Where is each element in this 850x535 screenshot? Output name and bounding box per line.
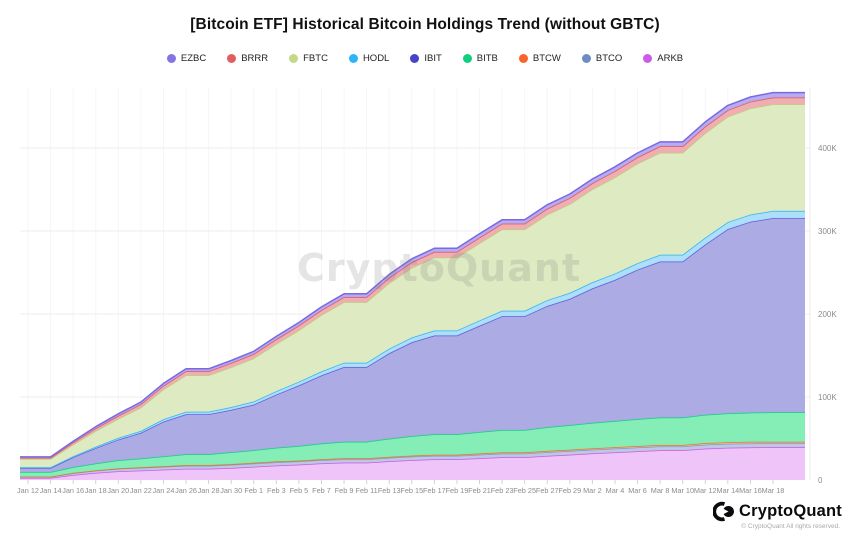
chart-legend: EZBC BRRR FBTC HODL IBIT BITB BTCW BTCO ARKB (0, 53, 850, 64)
x-axis-label: Feb 17 (423, 486, 446, 495)
x-axis-label: Jan 30 (220, 486, 242, 495)
legend-label: FBTC (303, 53, 328, 64)
legend-dot-icon (348, 54, 358, 63)
x-axis-label: Mar 18 (762, 486, 785, 495)
x-axis-label: Jan 18 (85, 486, 107, 495)
legend-label: BTCO (595, 53, 623, 64)
y-axis-label: 200K (818, 310, 837, 319)
legend-item-ibit[interactable]: IBIT (410, 53, 442, 64)
legend-label: BTCW (532, 53, 561, 64)
x-axis-label: Jan 20 (107, 486, 129, 495)
x-axis-label: Feb 29 (558, 486, 581, 495)
brand-name: CryptoQuant (738, 502, 842, 520)
y-axis-label: 300K (818, 227, 837, 236)
x-axis-label: Feb 25 (513, 486, 536, 495)
area-arkb[interactable] (20, 447, 805, 480)
legend-item-fbtc[interactable]: FBTC (289, 53, 328, 64)
x-axis-label: Mar 12 (694, 486, 717, 495)
x-axis-label: Feb 21 (468, 486, 491, 495)
area-fbtc[interactable] (20, 104, 805, 468)
x-axis-label: Feb 7 (312, 486, 331, 495)
x-axis-label: Mar 16 (739, 486, 762, 495)
legend-dot-icon (518, 54, 528, 63)
x-axis-label: Jan 24 (152, 486, 174, 495)
x-axis-label: Feb 19 (446, 486, 469, 495)
legend-item-bitb[interactable]: BITB (462, 53, 498, 64)
x-axis-label: Feb 23 (491, 486, 514, 495)
legend-item-arkb[interactable]: ARKB (643, 53, 683, 64)
area-ibit[interactable] (20, 218, 805, 472)
legend-dot-icon (462, 54, 472, 63)
x-axis-label: Feb 1 (244, 486, 263, 495)
x-axis-label: Mar 14 (716, 486, 739, 495)
area-btco[interactable] (20, 443, 805, 478)
cryptoquant-logo-icon (712, 501, 734, 522)
legend-dot-icon (410, 54, 420, 63)
x-axis-label: Jan 16 (62, 486, 84, 495)
legend-label: EZBC (180, 53, 207, 64)
x-axis-label: Jan 12 (17, 486, 39, 495)
area-bitb[interactable] (20, 412, 805, 477)
legend-dot-icon (227, 54, 237, 63)
y-axis-label: 400K (818, 144, 837, 153)
legend-item-btco[interactable]: BTCO (581, 53, 623, 64)
x-axis-label: Feb 13 (378, 486, 401, 495)
legend-item-btcw[interactable]: BTCW (518, 53, 561, 64)
x-axis-label: Jan 22 (130, 486, 152, 495)
area-hodl[interactable] (20, 210, 805, 468)
y-axis-label: 100K (818, 393, 837, 402)
x-axis-label: Jan 14 (40, 486, 62, 495)
x-axis-label: Feb 9 (335, 486, 354, 495)
x-axis-label: Feb 11 (356, 486, 378, 495)
y-axis-label: 0 (818, 476, 823, 485)
x-axis-label: Feb 3 (267, 486, 286, 495)
footer-branding: CryptoQuant © CryptoQuant All rights res… (712, 501, 842, 530)
copyright-text: © CryptoQuant All rights reserved. (741, 523, 840, 530)
legend-item-hodl[interactable]: HODL (348, 53, 390, 64)
legend-dot-icon (643, 54, 653, 63)
x-axis-label: Mar 8 (651, 486, 670, 495)
x-axis-label: Feb 27 (536, 486, 559, 495)
x-axis-label: Mar 2 (583, 486, 602, 495)
legend-item-brrr[interactable]: BRRR (227, 53, 268, 64)
chart-title: [Bitcoin ETF] Historical Bitcoin Holding… (190, 16, 660, 33)
x-axis-label: Jan 28 (198, 486, 220, 495)
legend-label: HODL (362, 53, 390, 64)
legend-dot-icon (289, 54, 299, 63)
line-ezbc (20, 91, 805, 458)
x-axis-label: Feb 5 (290, 486, 309, 495)
x-axis-label: Mar 4 (606, 486, 625, 495)
x-axis-label: Mar 6 (628, 486, 647, 495)
legend-dot-icon (166, 54, 176, 63)
legend-label: BITB (476, 53, 498, 64)
legend-dot-icon (581, 54, 591, 63)
legend-label: ARKB (657, 53, 684, 64)
legend-label: BRRR (241, 53, 269, 64)
x-axis-label: Mar 10 (671, 486, 694, 495)
legend-item-ezbc[interactable]: EZBC (166, 53, 207, 64)
legend-label: IBIT (424, 53, 442, 64)
x-axis-label: Feb 15 (400, 486, 423, 495)
x-axis-label: Jan 26 (175, 486, 197, 495)
